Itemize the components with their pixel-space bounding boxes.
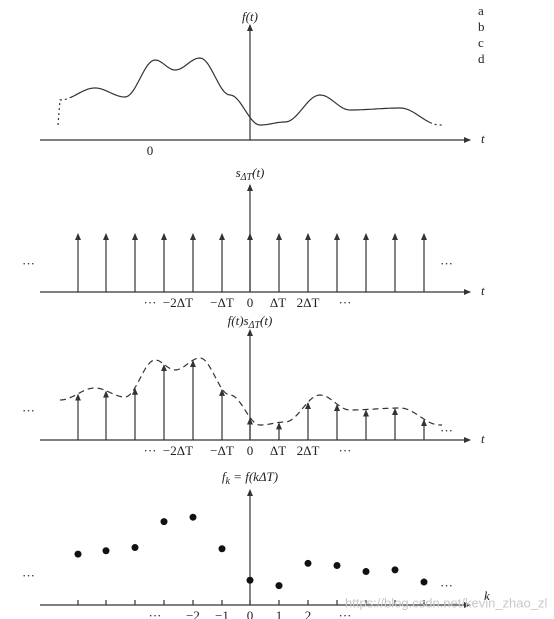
label-sub: ΔT [248,320,262,331]
tick-label: −1 [215,608,229,619]
tick-label: ··· [339,608,352,619]
ellipsis: ··· [22,568,35,583]
sample-dot [160,518,168,526]
axis-label: t [481,131,485,146]
tick-label: ··· [339,295,352,310]
panel-letter: a [478,3,484,18]
ellipsis: ··· [440,423,453,438]
label-sub: k [225,476,230,487]
axis-label: t [481,431,485,446]
tick-label: 2 [305,608,312,619]
label-base: s [236,165,241,180]
label-base: f(t)s [228,313,249,328]
sample-dot [131,544,139,552]
envelope [59,357,442,426]
tick-label: ··· [144,295,157,310]
panel-letter: d [478,51,485,66]
tick-label: 1 [276,608,283,619]
label-base: f [242,9,248,24]
tick-label: 0 [147,143,154,158]
label-arg: (t) [260,313,272,328]
tick-label: 0 [247,443,254,458]
tick-label: ··· [144,443,157,458]
sample-dot [102,547,110,555]
function-label: f(t)sΔT(t) [228,313,273,331]
panel-letter: c [478,35,484,50]
signal-tail [57,97,71,126]
label-arg: = f(kΔT) [230,469,278,484]
tick-label: ··· [339,443,352,458]
tick-label: 0 [247,295,254,310]
sample-dot [74,550,82,558]
tick-label: −2 [186,608,200,619]
label-sub: ΔT [240,172,254,183]
tick-label: −ΔT [210,295,234,310]
sample-dot [391,566,399,574]
axis-label: k [484,588,490,603]
sample-dot [189,513,197,521]
tick-label: 0 [247,608,254,619]
sample-dot [218,545,226,553]
tick-label: −2ΔT [163,443,193,458]
function-label: fk = f(kΔT) [222,469,278,487]
sample-dot [275,582,283,590]
sample-dot [420,578,428,586]
tick-label: ΔT [270,443,286,458]
sample-dot [362,567,370,575]
tick-label: −2ΔT [163,295,193,310]
tick-label: 2ΔT [297,443,320,458]
function-label: sΔT(t) [236,165,265,183]
function-label: f(t) [242,9,258,24]
sample-dot [304,559,312,567]
signal-tail [429,121,442,126]
label-base: f [222,469,228,484]
ellipsis: ··· [22,403,35,418]
tick-label: ΔT [270,295,286,310]
signal-curve [69,57,431,126]
ellipsis: ··· [440,578,453,593]
sample-dot [333,561,341,569]
axis-label: t [481,283,485,298]
tick-label: −ΔT [210,443,234,458]
label-arg: (t) [246,9,258,24]
watermark: https://blog.csdn.net/kevin_zhao_zl [345,595,547,610]
tick-label: 2ΔT [297,295,320,310]
label-arg: (t) [252,165,264,180]
sample-dot [246,576,254,584]
tick-label: ··· [149,608,162,619]
ellipsis: ··· [22,256,35,271]
panel-letter: b [478,19,485,34]
ellipsis: ··· [440,256,453,271]
